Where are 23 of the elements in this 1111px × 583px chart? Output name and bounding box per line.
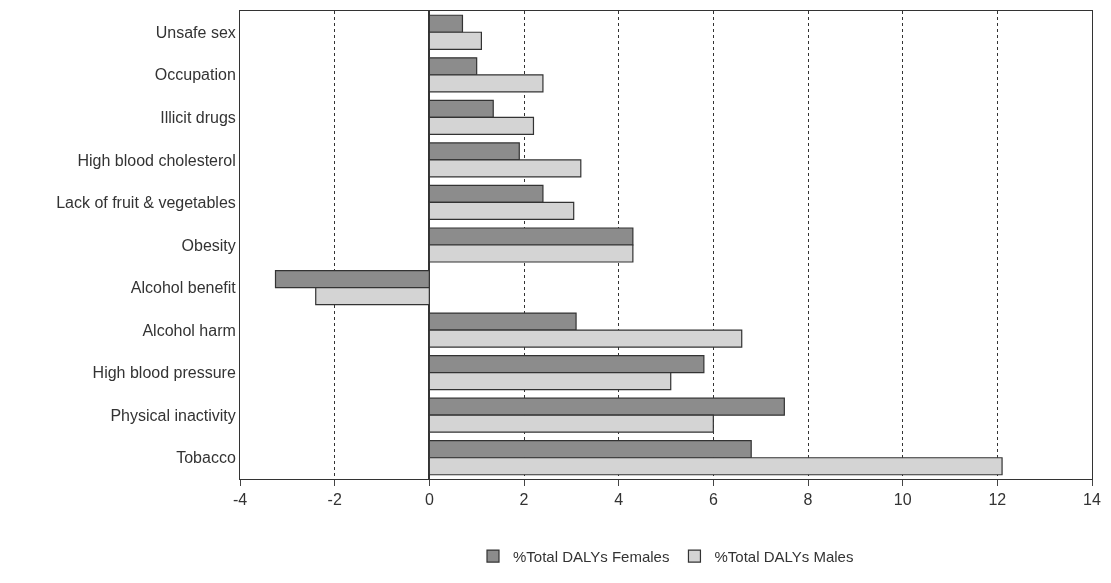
x-tick-label: -2 (327, 491, 342, 509)
y-tick-label: Illicit drugs (160, 108, 236, 126)
legend-label: %Total DALYs Females (513, 547, 670, 565)
y-tick-label: Obesity (181, 236, 236, 254)
legend-label: %Total DALYs Males (714, 547, 854, 565)
y-tick-label: High blood cholesterol (77, 151, 236, 169)
x-tick-label: 8 (803, 491, 813, 509)
y-tick-label: Alcohol benefit (130, 279, 237, 297)
x-tick-label: -4 (232, 491, 248, 509)
x-tick-label: 10 (893, 491, 912, 509)
x-tick-label: 4 (614, 491, 624, 509)
x-tick-label: 2 (519, 491, 529, 509)
y-tick-label: High blood pressure (92, 364, 236, 382)
x-tick-label: 0 (424, 491, 434, 509)
y-tick-label: Physical inactivity (110, 406, 236, 424)
y-tick-label: Lack of fruit & vegetables (56, 194, 236, 212)
y-tick-label: Tobacco (176, 449, 236, 467)
x-tick-label: 14 (1083, 491, 1101, 509)
x-tick-label: 6 (708, 491, 718, 509)
x-tick-label: 12 (988, 491, 1007, 509)
y-tick-label: Unsafe sex (155, 23, 236, 41)
y-tick-label: Alcohol harm (142, 321, 236, 339)
y-tick-label: Occupation (154, 66, 236, 84)
